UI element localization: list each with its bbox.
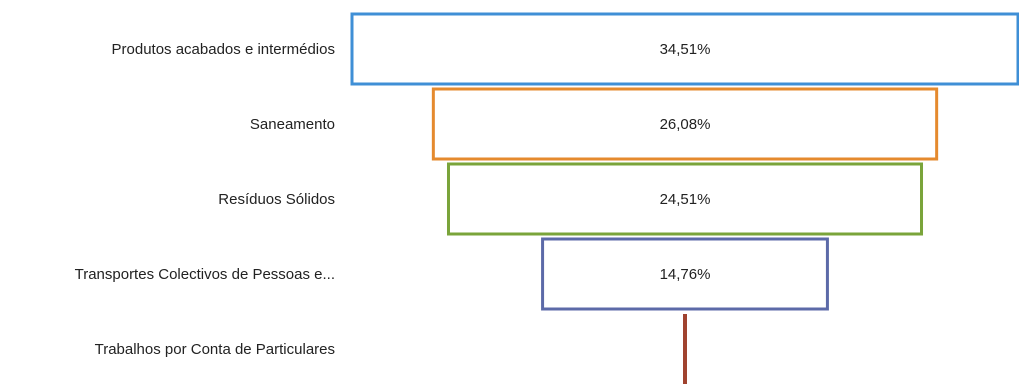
value-label: 34,51% <box>660 41 711 58</box>
funnel-bar <box>683 314 687 384</box>
category-label: Transportes Colectivos de Pessoas e... <box>75 266 335 283</box>
funnel-bar <box>541 237 829 311</box>
value-label: 26,08% <box>660 116 711 133</box>
category-label: Trabalhos por Conta de Particulares <box>95 341 335 358</box>
category-labels: Produtos acabados e intermédios Saneament… <box>75 41 335 358</box>
funnel-bar <box>446 162 924 236</box>
funnel-bars <box>350 12 1019 384</box>
category-label: Produtos acabados e intermédios <box>112 41 335 58</box>
category-label: Saneamento <box>250 116 335 133</box>
value-labels: 34,51% 26,08% 24,51% 14,76% <box>660 41 711 283</box>
funnel-bar <box>431 87 939 161</box>
value-label: 24,51% <box>660 191 711 208</box>
value-label: 14,76% <box>660 266 711 283</box>
funnel-bar <box>350 12 1019 86</box>
category-label: Resíduos Sólidos <box>218 191 335 208</box>
